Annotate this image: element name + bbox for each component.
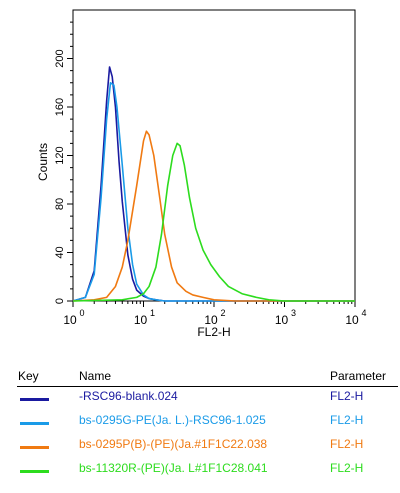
histogram-series-line [72,130,355,302]
legend-swatch [20,470,49,473]
legend-row: bs-0295P(B)-(PE)(Ja.#1F1C22.038 FL2-H [17,435,400,459]
x-tick-label: 10 [134,313,148,327]
legend-header: Key Name Parameter [17,368,400,387]
legend-swatch [20,398,49,401]
x-tick-exponent: 1 [150,308,155,318]
legend-row-parameter: FL2-H [330,413,364,427]
x-axis-label: FL2-H [197,325,230,339]
histogram-series-line [72,81,355,302]
x-tick-exponent: 0 [79,308,84,318]
y-tick-label: 80 [54,198,66,210]
x-tick-label: 10 [63,313,77,327]
legend-header-key: Key [18,369,39,383]
x-tick-label: 10 [275,313,289,327]
x-tick-label: 10 [345,313,359,327]
histogram-series-line [72,142,355,302]
y-axis: 0 40 80 120 160 200 [54,21,73,304]
legend-header-divider [17,386,398,387]
series-layer [72,66,355,302]
y-tick-label: 200 [54,49,66,67]
x-tick-exponent: 2 [220,308,225,318]
legend-row: bs-0295G-PE(Ja. L.)-RSC96-1.025 FL2-H [17,411,400,435]
legend-row-parameter: FL2-H [330,437,364,451]
x-tick-label: 10 [204,313,218,327]
x-tick-exponent: 4 [361,308,366,318]
y-tick-label: 0 [54,298,66,304]
y-tick-label: 160 [54,98,66,116]
y-tick-label: 120 [54,146,66,164]
legend-row-parameter: FL2-H [330,389,364,403]
legend-header-name: Name [79,369,112,383]
legend-row-name: bs-0295G-PE(Ja. L.)-RSC96-1.025 [79,413,266,427]
legend-row: -RSC96-blank.024 FL2-H [17,387,400,411]
legend-swatch [20,446,49,449]
legend-swatch [20,422,49,425]
legend-row: bs-11320R-(PE)(Ja. L#1F1C28.041 FL2-H [17,459,400,483]
x-axis: 10 0 10 1 10 2 10 3 10 4 [63,301,367,327]
legend-row-name: -RSC96-blank.024 [79,389,178,403]
legend-table: Key Name Parameter -RSC96-blank.024 FL2-… [17,368,400,483]
histogram-series-line [72,66,355,302]
y-axis-label: Counts [36,143,50,181]
legend-row-name: bs-11320R-(PE)(Ja. L#1F1C28.041 [79,461,268,475]
legend-row-name: bs-0295P(B)-(PE)(Ja.#1F1C22.038 [79,437,268,451]
y-tick-label: 40 [54,246,66,258]
legend-row-parameter: FL2-H [330,461,364,475]
legend-header-parameter: Parameter [330,369,387,383]
x-tick-exponent: 3 [291,308,296,318]
plot-frame [72,9,356,302]
